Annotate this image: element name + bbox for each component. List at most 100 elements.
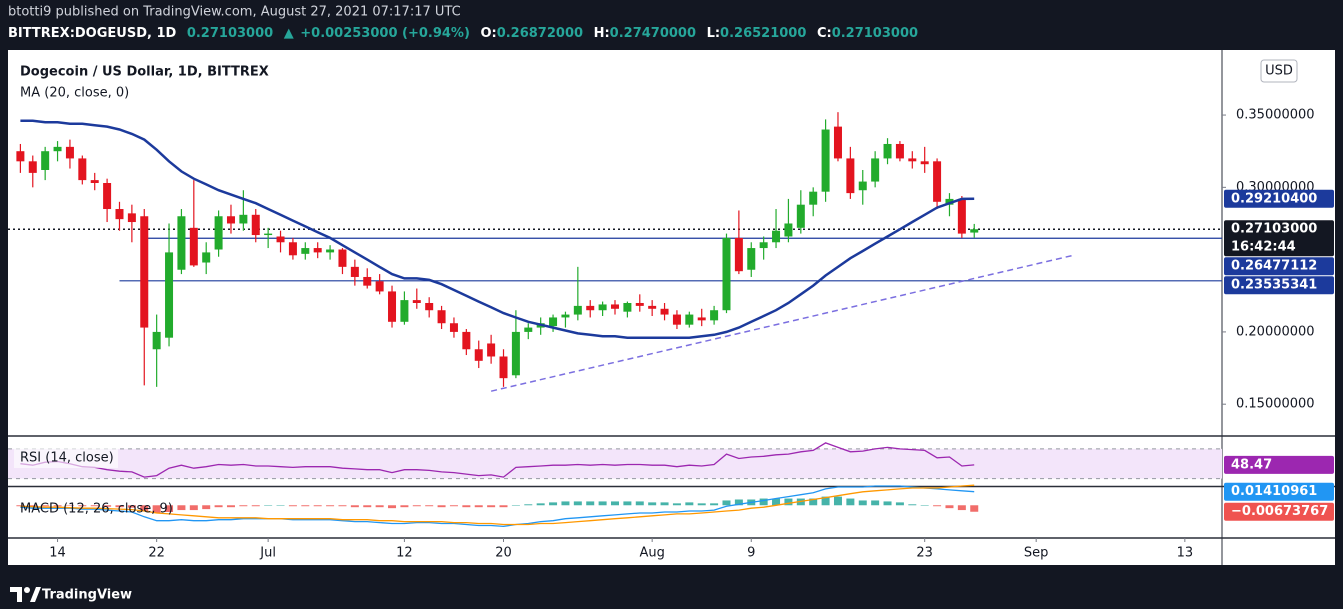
histogram-bar (338, 505, 347, 507)
histogram-bar (350, 505, 359, 508)
histogram-bar (400, 505, 409, 508)
histogram-bar (970, 505, 979, 512)
symbol-line: BITTREX:DOGEUSD, 1D 0.27103000 ▲ +0.0025… (8, 26, 918, 41)
currency-button[interactable] (1260, 59, 1298, 83)
x-tick-label: 22 (148, 546, 165, 561)
histogram-bar (140, 505, 149, 512)
histogram-bar (598, 501, 607, 506)
histogram-bar (425, 505, 434, 507)
histogram-bar (871, 500, 880, 506)
histogram-bar (945, 505, 954, 509)
x-tick-label: 13 (1177, 546, 1194, 561)
candle-body (511, 331, 520, 376)
histogram-bar (697, 503, 706, 506)
candle-body (388, 291, 397, 322)
rsi-line (20, 442, 975, 478)
histogram-bar (53, 505, 62, 507)
chart-title: Dogecoin / US Dollar, 1D, BITTREX (20, 65, 269, 80)
candle-body (772, 230, 781, 243)
histogram-bar (846, 498, 855, 506)
candle-body (945, 198, 954, 205)
candle-body (623, 302, 632, 312)
candle-body (561, 314, 570, 318)
histogram-bar (722, 500, 731, 506)
histogram-bar (561, 501, 570, 506)
candle-body (871, 158, 880, 182)
moving-average (20, 119, 975, 339)
histogram-bar (672, 503, 681, 506)
candle-body (65, 146, 74, 159)
last-price-label: 16:42:44 (1231, 240, 1296, 255)
x-tick-label: 12 (396, 546, 413, 561)
histogram-bar (375, 505, 384, 508)
macd-line (20, 484, 975, 526)
candle-body (796, 204, 805, 228)
ma-label: 0.29210400 (1231, 191, 1317, 206)
histogram-bar (933, 505, 942, 507)
candle-body (908, 158, 917, 162)
candle-body (375, 281, 384, 292)
candle-body (127, 213, 136, 223)
candle-body (957, 198, 966, 234)
candle-body (487, 343, 496, 357)
candle-body (759, 242, 768, 249)
histogram-bar (734, 499, 743, 506)
histogram-bar (16, 505, 25, 507)
histogram-label-bg (1224, 502, 1334, 521)
arrow: ▲ (284, 26, 294, 41)
histogram-bar (549, 502, 558, 506)
candle-body (883, 143, 892, 159)
y-tick-label: 0.15000000 (1236, 397, 1315, 412)
y-tick-label: 0.35000000 (1236, 108, 1315, 123)
candle-body (264, 233, 273, 236)
symbol: BITTREX:DOGEUSD, 1D (8, 26, 177, 41)
candle-body (970, 229, 979, 233)
histogram-bar (288, 505, 297, 507)
histogram-bar (883, 501, 892, 506)
candle-body (549, 317, 558, 327)
rsi-label-bg (1224, 455, 1334, 474)
rsi-legend: RSI (14, close) (20, 451, 114, 466)
candle-body (524, 327, 533, 332)
histogram-bar (276, 505, 285, 506)
candle-body (338, 249, 347, 267)
histogram-bar (152, 505, 161, 513)
candle-body (660, 308, 669, 315)
histogram-bar (648, 502, 657, 506)
histogram-bar (115, 505, 124, 508)
candle-body (177, 216, 186, 270)
last-price-label-bg (1224, 220, 1334, 257)
histogram-bar (710, 503, 719, 506)
macd-line (20, 485, 975, 528)
candle-body (685, 314, 694, 325)
histogram-bar (90, 505, 99, 507)
candle-body (722, 237, 731, 311)
x-tick-label: Jul (259, 546, 276, 561)
candle-body (214, 216, 223, 250)
candle-body (202, 252, 211, 263)
histogram-bar (499, 505, 508, 508)
candle-body (412, 300, 421, 303)
histogram-bar (821, 496, 830, 506)
histogram-bar (449, 505, 458, 507)
histogram-bar (226, 505, 235, 508)
histogram-bar (536, 503, 545, 506)
rsi-legend-bg (14, 448, 118, 468)
currency-label[interactable]: USD (1265, 64, 1293, 79)
ohlc-key: L: (707, 26, 720, 41)
ohlc-value: 0.27103000 (832, 26, 918, 41)
candle-body (499, 356, 508, 379)
candle-body (326, 249, 335, 253)
last: 0.27103000 (187, 26, 273, 41)
hline-label: 0.26477112 (1231, 259, 1317, 274)
histogram-bar (239, 505, 248, 507)
histogram-bar (65, 505, 74, 506)
histogram-bar (611, 501, 619, 506)
candle-body (846, 158, 855, 194)
histogram-bar (660, 502, 669, 506)
histogram-bar (363, 505, 372, 508)
x-tick-label: 9 (747, 546, 755, 561)
candle-body (586, 305, 595, 311)
ohlc-key: H: (594, 26, 610, 41)
